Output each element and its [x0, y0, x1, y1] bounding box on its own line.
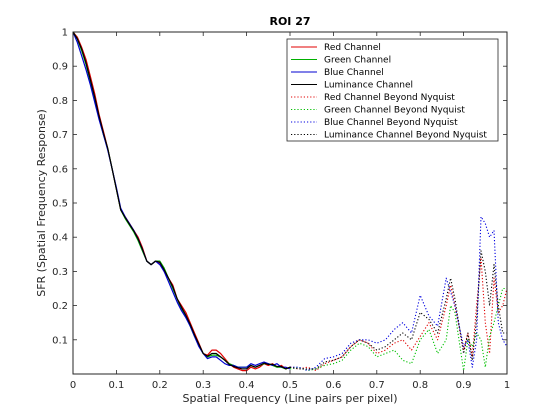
chart-title: ROI 27	[269, 15, 310, 28]
x-tick-label: 0.2	[152, 380, 168, 391]
series-line-6	[290, 216, 508, 372]
x-tick-label: 0.8	[412, 380, 428, 391]
legend-label-5: Green Channel Beyond Nyquist	[324, 106, 465, 116]
y-tick-label: 0.8	[52, 96, 68, 107]
legend-label-0: Red Channel	[324, 43, 381, 53]
legend-label-6: Blue Channel Beyond Nyquist	[324, 118, 458, 128]
series-line-3	[72, 31, 291, 370]
legend-box	[286, 38, 499, 142]
y-axis-label: SFR (Spatial Frequency Response)	[35, 109, 48, 297]
x-tick-label: 0.9	[456, 380, 472, 391]
x-tick-label: 0.4	[239, 380, 255, 391]
x-tick-label: 0	[70, 380, 76, 391]
y-tick-label: 0.5	[52, 199, 68, 210]
y-tick-label: 0.1	[52, 335, 68, 346]
x-tick-label: 0.6	[325, 380, 341, 391]
y-tick-label: 0.9	[52, 62, 68, 73]
legend-label-2: Blue Channel	[324, 68, 384, 78]
legend-label-1: Green Channel	[324, 56, 391, 66]
y-tick-label: 1	[62, 28, 68, 39]
y-tick-label: 0.2	[52, 301, 68, 312]
legend-label-4: Red Channel Beyond Nyquist	[324, 93, 455, 103]
ticks-layer: 0 0.1 0.2 0.3 0.4 0.5 0.6 0.7 0.8 0.9 1 0.1 0.2 0.3 0.…	[52, 28, 510, 392]
y-tick-label: 0.3	[52, 267, 68, 278]
x-tick-label: 1	[504, 380, 510, 391]
y-tick-label: 0.6	[52, 164, 68, 175]
y-tick-label: 0.7	[52, 130, 68, 141]
legend-label-3: Luminance Channel	[324, 81, 413, 91]
legend: Red Channel Green Channel Blue Channel Lumi…	[286, 38, 499, 142]
x-tick-label: 0.7	[369, 380, 385, 391]
x-axis-label: Spatial Frequency (Line pairs per pixel)	[182, 392, 397, 405]
x-tick-label: 0.1	[108, 380, 124, 391]
x-tick-label: 0.3	[195, 380, 211, 391]
legend-label-7: Luminance Channel Beyond Nyquist	[324, 131, 487, 141]
series-line-4	[289, 257, 508, 372]
y-tick-label: 0.4	[52, 233, 68, 244]
series-line-7	[289, 250, 507, 370]
series-layer	[72, 31, 508, 372]
x-tick-label: 0.5	[282, 380, 298, 391]
series-line-5	[289, 287, 507, 372]
